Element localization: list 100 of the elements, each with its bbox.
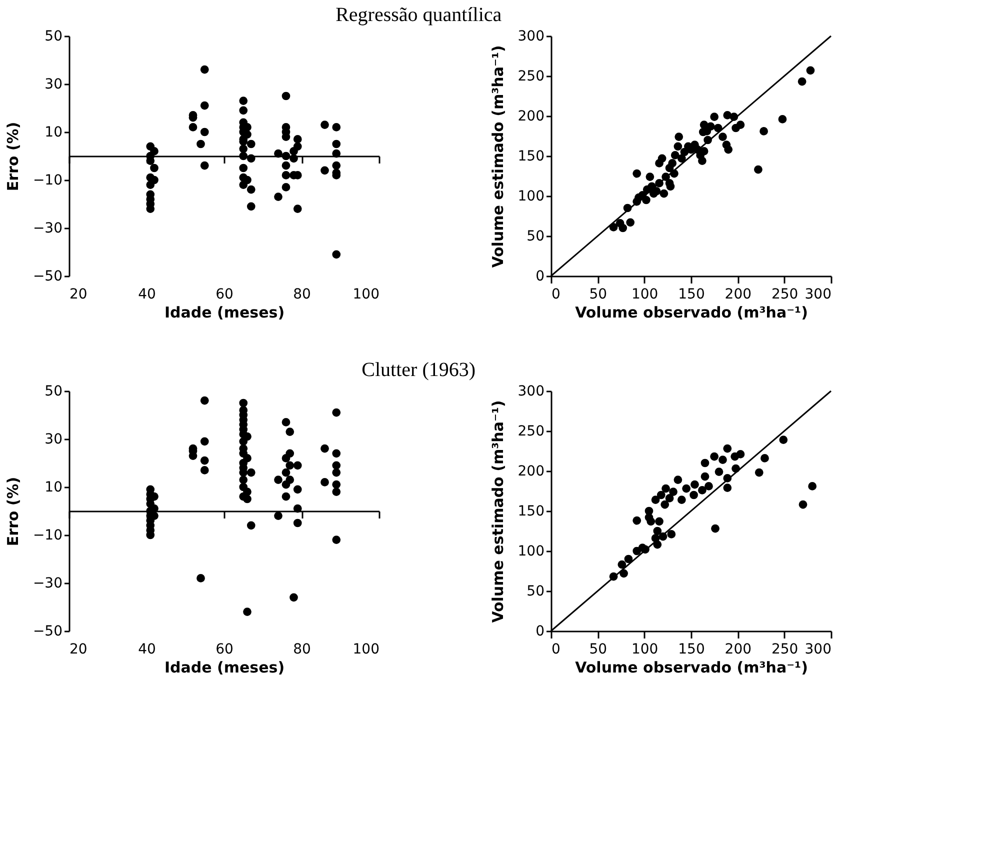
point (644, 506, 654, 516)
point (710, 112, 719, 121)
y-tick-label: 250 (518, 424, 544, 440)
point (667, 530, 676, 538)
y-tick-label: 100 (518, 544, 544, 560)
point (718, 456, 727, 464)
point (778, 115, 787, 124)
y-tick-label: 150 (518, 504, 544, 520)
point (646, 172, 654, 181)
y-tick-label: 100 (518, 188, 544, 204)
y-tick-label: −30 (32, 220, 62, 236)
point (736, 450, 745, 458)
x-tick-label: 20 (70, 286, 88, 302)
point (660, 189, 668, 198)
y-tick-label: 200 (518, 464, 544, 480)
point (632, 516, 642, 525)
x-tick-label: 50 (589, 642, 608, 658)
x-tick-label: 100 (631, 286, 658, 302)
y-tick-label: 0 (536, 624, 544, 640)
y-axis-title: Erro (%) (4, 476, 22, 546)
x-tick-label: 100 (352, 642, 380, 658)
point (682, 484, 691, 493)
point (760, 127, 768, 136)
point (626, 218, 635, 227)
point (808, 482, 817, 490)
point (665, 494, 674, 502)
point (724, 145, 733, 154)
x-tick-label: 0 (552, 642, 560, 658)
x-axis-title: Idade (meses) (164, 304, 285, 322)
point (690, 490, 698, 500)
x-tick-label: 20 (70, 642, 88, 658)
chart-title: Regressão quantílica (336, 4, 502, 26)
y-axis-title: Erro (%) (4, 122, 22, 192)
point (798, 500, 808, 509)
x-tick-label: 60 (216, 642, 234, 658)
point (754, 468, 764, 477)
point (700, 472, 710, 481)
point (618, 560, 626, 569)
y-tick-label: 250 (518, 68, 544, 84)
point (704, 482, 713, 490)
y-tick-label: 50 (44, 384, 62, 400)
point (760, 454, 769, 462)
y-tick-label: 30 (44, 432, 62, 448)
point (710, 452, 719, 461)
x-axis-title: Volume observado (m³ha⁻¹) (575, 658, 808, 676)
x-tick-label: 80 (293, 286, 311, 302)
point (658, 154, 666, 163)
point (714, 468, 724, 476)
point (677, 496, 686, 504)
y-tick-label: 300 (518, 384, 544, 400)
point (646, 517, 656, 526)
point (698, 486, 706, 494)
chart-title: Clutter (1963) (362, 359, 476, 381)
point (779, 436, 788, 444)
point (655, 517, 664, 526)
x-tick-label: 0 (552, 286, 560, 302)
x-tick-label: 300 (804, 642, 832, 658)
point (653, 526, 662, 536)
point (669, 488, 678, 496)
y-tick-label: 10 (44, 480, 62, 496)
y-tick-label: 150 (518, 148, 544, 164)
x-tick-label: 250 (771, 286, 798, 302)
point (711, 524, 720, 533)
y-axis-title: Volume estimado (m³ha⁻¹) (488, 400, 507, 623)
point (718, 132, 727, 141)
point (698, 156, 706, 165)
y-tick-label: −50 (32, 268, 62, 284)
x-tick-label: 60 (216, 286, 234, 302)
y-axis-title: Volume estimado (m³ha⁻¹) (488, 45, 507, 268)
y-tick-label: 50 (44, 28, 62, 44)
x-tick-label: 200 (724, 642, 752, 658)
point (674, 132, 684, 141)
x-axis-title: Idade (meses) (164, 658, 285, 676)
point (706, 122, 715, 131)
point (624, 554, 633, 564)
x-tick-label: 100 (352, 286, 380, 302)
y-tick-label: 50 (526, 584, 544, 600)
point (754, 165, 762, 174)
x-tick-label: 50 (589, 286, 608, 302)
y-tick-label: 0 (536, 268, 544, 284)
point (670, 151, 680, 160)
y-tick-label: 30 (44, 76, 62, 92)
x-tick-label: 150 (678, 286, 705, 302)
point (660, 500, 670, 509)
y-tick-label: −50 (32, 624, 62, 640)
y-tick-label: 300 (518, 28, 544, 44)
point (651, 496, 660, 504)
point (674, 476, 682, 484)
x-tick-label: 100 (631, 642, 658, 658)
x-tick-label: 250 (771, 642, 798, 658)
point (806, 66, 815, 75)
x-tick-label: 200 (724, 286, 752, 302)
point (700, 458, 710, 468)
point (690, 480, 699, 489)
point (668, 159, 677, 168)
point (723, 484, 732, 492)
y-tick-label: −10 (32, 528, 62, 544)
x-axis-title: Volume observado (m³ha⁻¹) (575, 304, 808, 322)
x-tick-label: 40 (138, 286, 156, 302)
point (662, 484, 670, 493)
